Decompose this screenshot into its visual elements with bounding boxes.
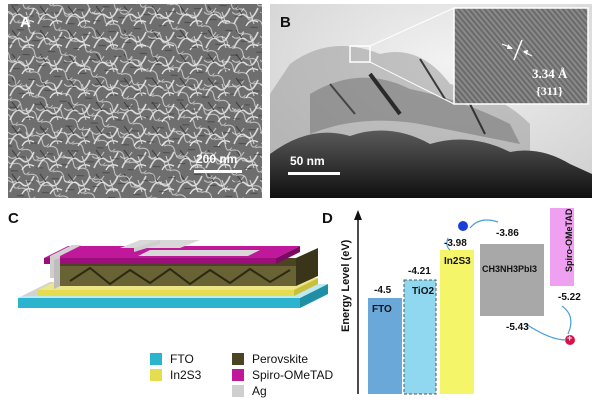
perovskite-vb-value: -5.43 <box>506 322 529 333</box>
legend-ag-swatch <box>232 385 244 397</box>
legend-in2s3-swatch <box>150 369 162 381</box>
legend-ag: Ag <box>232 384 267 398</box>
inset-plane: {311} <box>536 84 563 98</box>
panel-b-label: B <box>280 14 291 31</box>
panel-b-scale-text: 50 nm <box>290 154 325 168</box>
legend-fto: FTO <box>150 352 194 366</box>
legend-ag-label: Ag <box>252 384 267 398</box>
legend-spiro-swatch <box>232 369 244 381</box>
energy-axis-label: Energy Level (eV) <box>340 239 352 332</box>
fto-level-value: -4.5 <box>374 285 392 296</box>
legend-in2s3-label: In2S3 <box>170 368 202 382</box>
in2s3-level-value: -3.98 <box>444 238 467 249</box>
panel-a-label: A <box>20 14 31 31</box>
in2s3-material-label: In2S3 <box>444 256 471 267</box>
legend-spiro: Spiro-OMeTAD <box>232 368 333 382</box>
inset-dspacing: 3.34 Å <box>532 66 568 81</box>
legend-perovskite-label: Perovskite <box>252 352 309 366</box>
tem-image-panel: B 50 nm 3.34 Å {311} <box>270 4 592 198</box>
spiro-vb-value: -5.22 <box>558 292 581 303</box>
energy-diagram <box>354 208 575 395</box>
legend-in2s3: In2S3 <box>150 368 201 382</box>
legend-perovskite-swatch <box>232 353 244 365</box>
legend-fto-swatch <box>150 353 162 365</box>
tio2-level-value: -4.21 <box>408 266 431 277</box>
fto-material-label: FTO <box>372 304 392 315</box>
sem-image <box>8 4 262 198</box>
legend-perovskite: Perovskite <box>232 352 308 366</box>
device-schematic <box>18 240 328 308</box>
tem-image <box>270 4 592 198</box>
panel-d-label: D <box>322 210 333 227</box>
panel-c-label: C <box>8 210 19 227</box>
spiro-material-label: Spiro-OMeTAD <box>564 208 574 272</box>
perovskite-cb-value: -3.86 <box>496 228 519 239</box>
perovskite-material-label: CH3NH3PbI3 <box>482 264 538 274</box>
panel-a-scale-text: 200 nm <box>196 152 238 166</box>
legend-fto-label: FTO <box>170 352 194 366</box>
tio2-material-label: TiO2 <box>412 286 435 297</box>
legend-spiro-label: Spiro-OMeTAD <box>252 368 334 382</box>
sem-image-panel: A 200 nm <box>8 4 262 198</box>
hole-symbol: + <box>567 333 573 343</box>
